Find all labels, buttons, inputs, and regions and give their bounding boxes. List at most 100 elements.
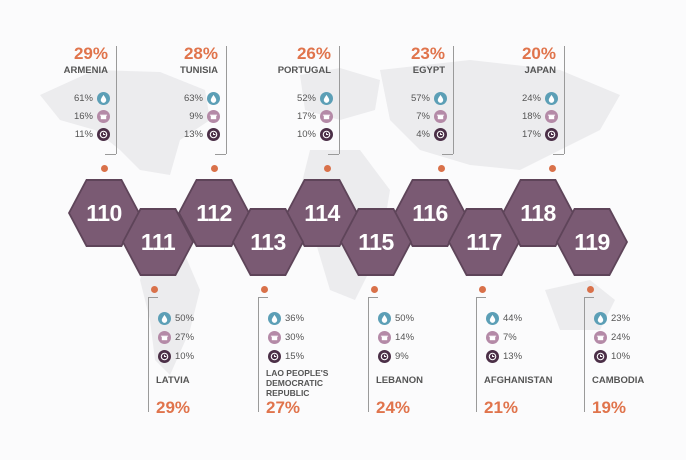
stat-row: 30% — [268, 331, 304, 344]
cooking-pot-icon — [434, 110, 447, 123]
stat-row: 61% — [74, 92, 110, 105]
callout-line — [453, 46, 454, 154]
stat-value: 23% — [611, 313, 631, 324]
stat-value: 30% — [285, 332, 305, 343]
callout-dot — [151, 286, 158, 293]
cooking-pot-icon — [486, 331, 499, 344]
stat-row: 14% — [378, 331, 414, 344]
stat-value: 24% — [611, 332, 631, 343]
callout-connector — [215, 154, 226, 155]
stat-row: 50% — [158, 312, 194, 325]
stat-value: 10% — [175, 351, 195, 362]
callout-connector — [476, 297, 486, 298]
stat-value: 44% — [503, 313, 523, 324]
water-drop-person-icon — [320, 92, 333, 105]
clock-icon — [158, 350, 171, 363]
callout-line — [258, 297, 259, 412]
callout-dot — [211, 165, 218, 172]
water-drop-person-icon — [97, 92, 110, 105]
stat-row: 27% — [158, 331, 194, 344]
cooking-pot-icon — [378, 331, 391, 344]
country-name: LEBANON — [376, 375, 423, 386]
water-drop-person-icon — [545, 92, 558, 105]
stat-value: 57% — [410, 93, 430, 104]
stat-value: 7% — [503, 332, 517, 343]
callout-connector — [105, 154, 116, 155]
stat-value: 50% — [175, 313, 195, 324]
percent-value: 28% — [183, 44, 218, 63]
percent-value: 20% — [521, 44, 556, 63]
percent-value: 27% — [266, 398, 301, 417]
stat-value: 10% — [296, 129, 316, 140]
water-drop-person-icon — [268, 312, 281, 325]
stat-row: 10% — [158, 350, 194, 363]
country-name: CAMBODIA — [592, 375, 645, 386]
callout-line — [476, 297, 477, 412]
stat-row: 50% — [378, 312, 414, 325]
callout-connector — [584, 297, 594, 298]
callout-line — [368, 297, 369, 412]
cooking-pot-icon — [594, 331, 607, 344]
stat-row: 7% — [486, 331, 517, 344]
callout-dot — [587, 286, 594, 293]
country-name: TUNISIA — [180, 65, 218, 76]
percent-value: 26% — [296, 44, 331, 63]
stat-value: 50% — [395, 313, 415, 324]
callout-dot — [549, 165, 556, 172]
water-drop-person-icon — [434, 92, 447, 105]
percent-value: 21% — [484, 398, 519, 417]
stat-row: 10% — [594, 350, 630, 363]
stat-value: 7% — [416, 111, 430, 122]
stat-value: 27% — [175, 332, 195, 343]
water-drop-person-icon — [594, 312, 607, 325]
clock-icon — [434, 128, 447, 141]
stat-row: 24% — [522, 92, 558, 105]
water-drop-person-icon — [378, 312, 391, 325]
stat-row: 23% — [594, 312, 630, 325]
stat-value: 11% — [74, 129, 93, 140]
water-drop-person-icon — [207, 92, 220, 105]
callout-line — [339, 46, 340, 154]
cooking-pot-icon — [207, 110, 220, 123]
stat-row: 17% — [522, 128, 558, 141]
callout-connector — [258, 297, 268, 298]
stat-value: 52% — [296, 93, 316, 104]
clock-icon — [545, 128, 558, 141]
clock-icon — [486, 350, 499, 363]
callout-dot — [324, 165, 331, 172]
country-name: PORTUGAL — [277, 65, 331, 76]
stat-row: 44% — [486, 312, 522, 325]
callout-connector — [553, 154, 564, 155]
stat-value: 17% — [296, 111, 316, 122]
callout-connector — [148, 297, 158, 298]
clock-icon — [378, 350, 391, 363]
stat-row: 13% — [486, 350, 522, 363]
callout-line — [564, 46, 565, 154]
stat-value: 10% — [611, 351, 631, 362]
stat-row: 7% — [416, 110, 447, 123]
cooking-pot-icon — [545, 110, 558, 123]
water-drop-person-icon — [158, 312, 171, 325]
stat-value: 13% — [183, 129, 203, 140]
country-block: 20% JAPAN — [522, 44, 556, 76]
stat-row: 13% — [184, 128, 220, 141]
percent-value: 23% — [410, 44, 445, 63]
stat-row: 9% — [378, 350, 409, 363]
cooking-pot-icon — [158, 331, 171, 344]
callout-dot — [261, 286, 268, 293]
stat-value: 24% — [521, 93, 541, 104]
stat-row: 4% — [416, 128, 447, 141]
callout-dot — [438, 165, 445, 172]
country-name: LAO PEOPLE'S DEMOCRATIC REPUBLIC — [266, 368, 329, 398]
stat-value: 61% — [73, 93, 93, 104]
callout-line — [116, 46, 117, 154]
stat-row: 36% — [268, 312, 304, 325]
stat-row: 17% — [297, 110, 333, 123]
stat-value: 18% — [521, 111, 541, 122]
rank-hexagon: 115 — [342, 210, 410, 274]
stat-row: 63% — [184, 92, 220, 105]
percent-value: 24% — [376, 398, 411, 417]
callout-connector — [328, 154, 339, 155]
country-name: EGYPT — [412, 65, 445, 76]
rank-hexagon: 117 — [450, 210, 518, 274]
